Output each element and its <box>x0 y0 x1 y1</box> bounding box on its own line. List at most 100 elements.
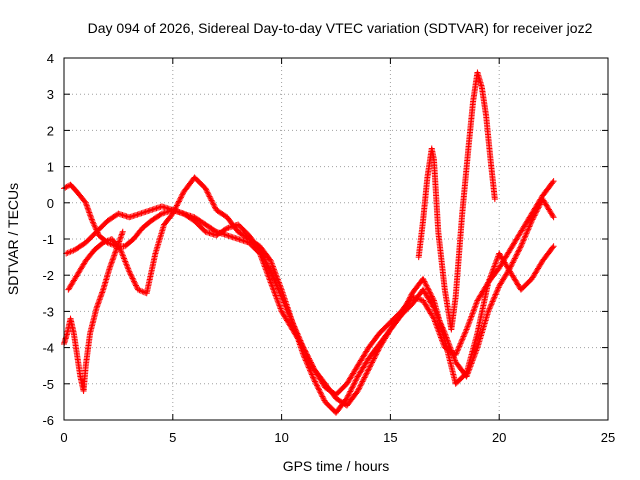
data-point <box>524 229 531 236</box>
data-point <box>537 201 543 208</box>
data-point <box>473 347 480 354</box>
data-point <box>520 237 527 244</box>
data-point <box>111 251 118 258</box>
series-track-1 <box>61 178 557 398</box>
data-point <box>309 363 316 370</box>
data-point <box>310 375 317 382</box>
data-point <box>169 210 176 217</box>
data-point <box>157 211 164 218</box>
data-point <box>514 250 521 257</box>
data-point <box>112 249 119 256</box>
data-point <box>209 200 216 207</box>
data-point <box>535 204 542 211</box>
data-point <box>495 284 502 291</box>
data-point <box>205 190 212 197</box>
data-point <box>104 237 111 244</box>
data-point <box>263 260 270 267</box>
data-point <box>177 194 184 201</box>
data-point <box>274 276 281 283</box>
data-point <box>433 321 440 328</box>
data-point <box>487 302 494 309</box>
data-point <box>494 287 501 294</box>
data-point <box>512 254 519 261</box>
data-point <box>510 258 517 265</box>
x-tick-label: 15 <box>383 430 397 445</box>
data-point <box>530 213 537 220</box>
data-point <box>209 198 216 205</box>
data-point <box>87 212 94 219</box>
data-point <box>362 373 369 380</box>
data-point <box>83 201 90 208</box>
data-point <box>451 356 458 363</box>
data-point <box>277 283 284 290</box>
data-point <box>125 265 132 272</box>
data-point <box>550 243 557 250</box>
data-point <box>116 238 123 245</box>
data-point <box>276 304 283 311</box>
data-point <box>447 346 454 353</box>
data-point <box>434 325 441 332</box>
series-track-4 <box>61 228 126 395</box>
data-point <box>354 388 361 395</box>
data-point <box>274 296 281 303</box>
data-point <box>429 294 436 301</box>
data-point <box>134 286 141 293</box>
data-point <box>449 350 456 357</box>
data-point <box>210 201 217 208</box>
data-point <box>455 346 462 353</box>
data-point <box>171 206 178 213</box>
data-point <box>434 324 441 331</box>
data-point <box>490 297 497 304</box>
data-point <box>110 255 117 262</box>
data-point <box>202 185 209 192</box>
data-point <box>97 293 104 300</box>
data-point <box>487 273 494 280</box>
data-point <box>272 270 279 277</box>
data-point <box>95 300 102 307</box>
data-point <box>94 301 101 308</box>
data-point <box>113 245 120 252</box>
data-point <box>94 303 101 310</box>
data-point <box>493 290 500 297</box>
data-point <box>487 304 494 311</box>
data-point <box>306 356 313 363</box>
data-point <box>354 374 361 381</box>
y-tick-label: -5 <box>42 377 54 392</box>
data-point <box>66 249 73 256</box>
data-point <box>363 370 370 377</box>
data-point <box>526 223 533 230</box>
data-point <box>62 184 69 191</box>
data-point <box>270 288 277 295</box>
data-point <box>278 285 285 292</box>
data-point <box>271 289 278 296</box>
data-point <box>347 388 354 395</box>
data-point <box>132 282 139 289</box>
data-point <box>114 244 121 251</box>
data-point <box>99 289 106 296</box>
data-point <box>176 197 183 204</box>
data-point <box>364 367 371 374</box>
data-point <box>398 310 405 317</box>
data-point <box>308 360 315 367</box>
data-point <box>88 215 95 222</box>
y-tick-label: 2 <box>47 123 54 138</box>
data-point <box>455 344 462 351</box>
data-point <box>401 305 408 312</box>
data-point <box>264 270 271 277</box>
data-point <box>517 243 524 250</box>
data-point <box>347 387 354 394</box>
data-point <box>488 272 495 279</box>
data-point <box>522 231 529 238</box>
data-point <box>465 322 472 329</box>
data-point <box>305 364 312 371</box>
data-point <box>267 267 274 274</box>
data-point <box>315 385 322 392</box>
data-point <box>472 301 479 308</box>
x-axis-title: GPS time / hours <box>283 458 390 474</box>
data-point <box>448 347 455 354</box>
data-point <box>276 280 283 287</box>
data-point <box>371 355 378 362</box>
data-point <box>491 292 498 299</box>
data-point <box>121 256 128 263</box>
